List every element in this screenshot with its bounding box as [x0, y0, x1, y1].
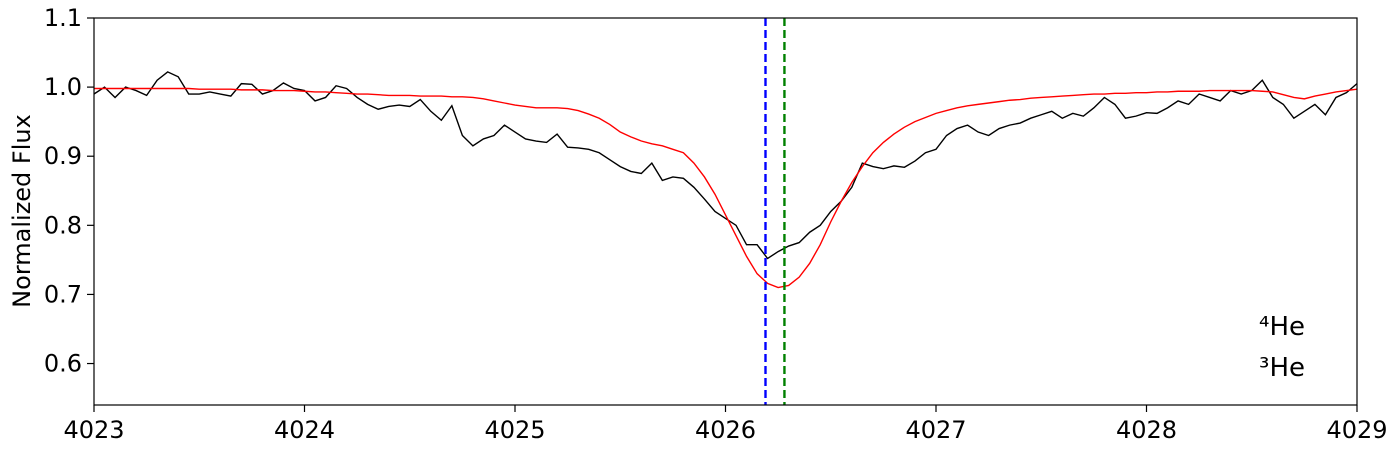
y-tick-label: 1.1: [44, 4, 82, 32]
x-tick-label: 4027: [905, 416, 966, 444]
y-tick-label: 1.0: [44, 73, 82, 101]
plot-frame: [93, 17, 1358, 406]
x-tick-label: 4029: [1326, 416, 1387, 444]
annotation: ⁴He: [1259, 312, 1305, 342]
y-axis-label: Normalized Flux: [8, 114, 36, 308]
series-line: [93, 71, 1358, 260]
y-tick-label: 0.8: [44, 211, 82, 239]
y-tick-label: 0.9: [44, 142, 82, 170]
x-tick-label: 4026: [695, 416, 756, 444]
x-tick-label: 4025: [484, 416, 545, 444]
y-tick-label: 0.6: [44, 350, 82, 378]
x-tick-label: 4024: [274, 416, 335, 444]
series-line: [94, 87, 1358, 289]
annotation: ³He: [1259, 353, 1305, 383]
y-tick-label: 0.7: [44, 280, 82, 308]
x-tick-label: 4023: [63, 416, 124, 444]
x-tick-label: 4028: [1116, 416, 1177, 444]
